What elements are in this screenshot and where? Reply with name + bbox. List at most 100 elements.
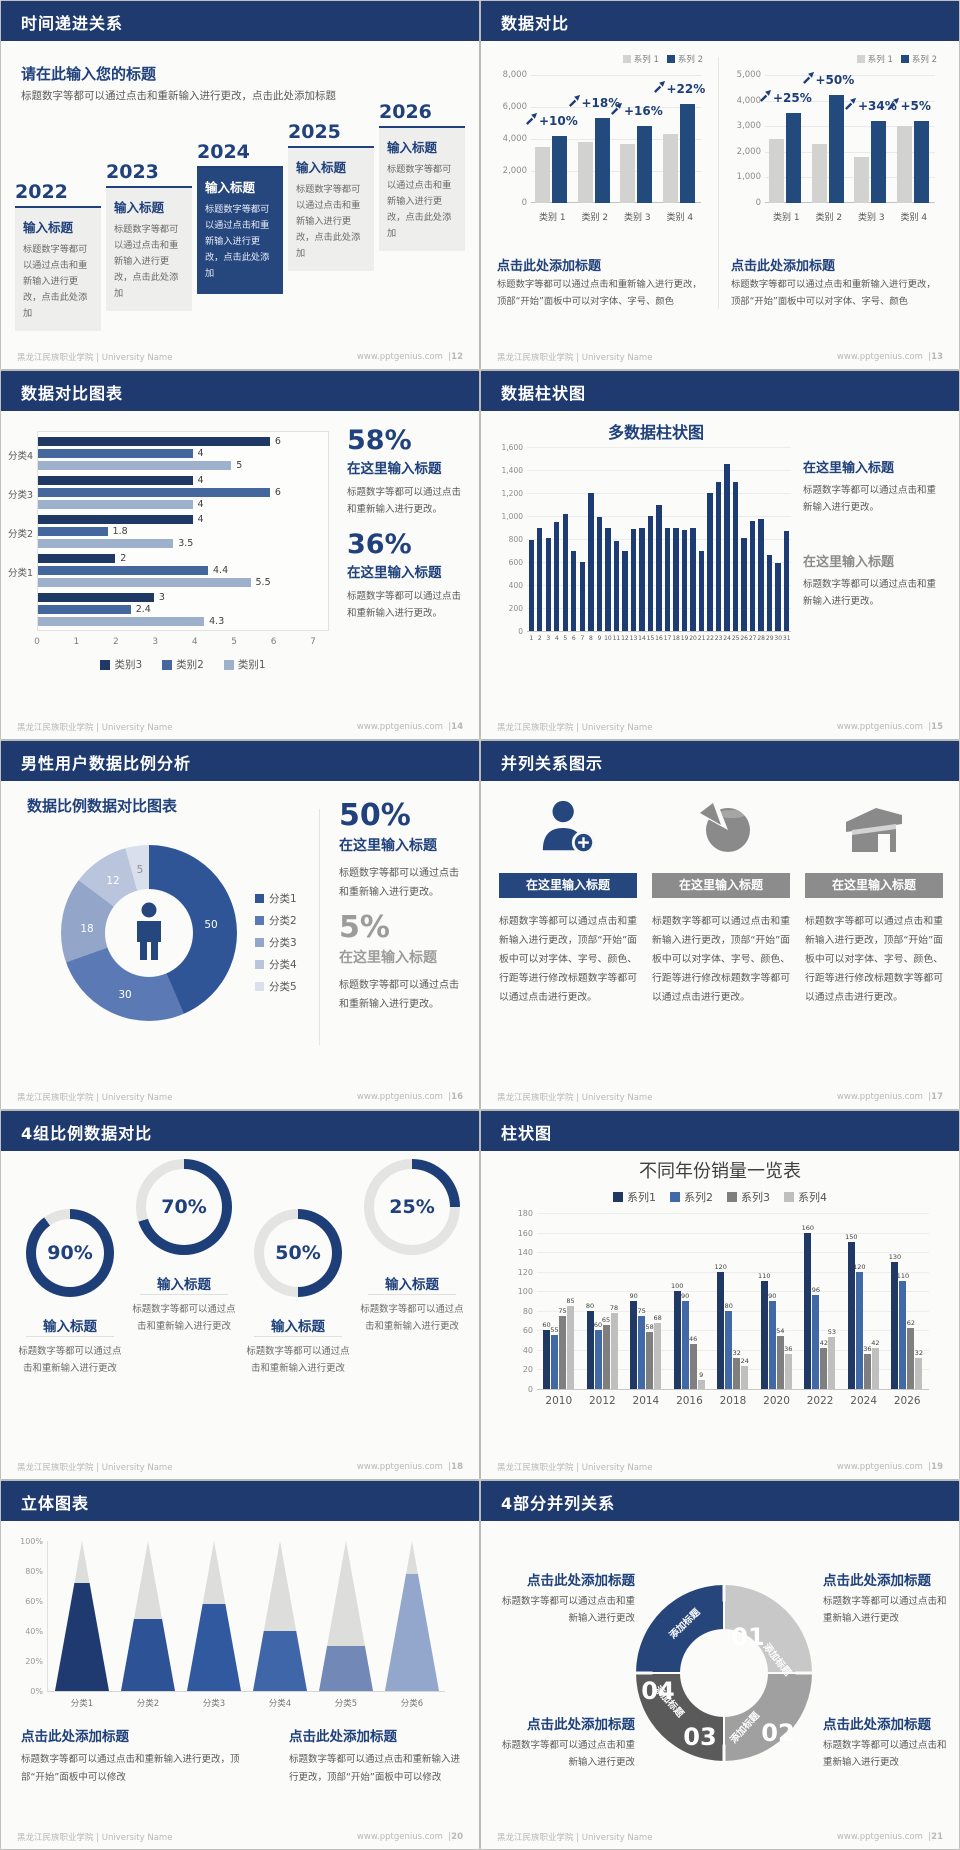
stat-percent: 36% [347,529,412,560]
bar [768,1301,776,1389]
pyramid-fill [385,1574,439,1691]
footer-school: 黑龙江民族职业学院 | University Name [17,1093,173,1103]
chart-caption-title: 点击此处添加标题 [497,259,602,274]
x-tick-label: 2 [537,635,542,642]
parallel-column: 在这里输入标题 标题数字等都可以通过点击和重新输入进行更改，顶部“开始”面板中可以… [499,781,637,1085]
bar [630,528,637,631]
slide-data-comparison[interactable]: 数据对比 系列 1 系列 2 +10% +18% +16% +22% 8,000 6,000 4… [481,1,959,369]
x-tick-label: 20 [689,635,697,642]
slide-grouped-bars[interactable]: 柱状图 不同年份销量一览表 系列1 系列2 系列3 系列4 60 55 75 85 80 60 65 7… [481,1111,959,1479]
chart-title: 不同年份销量一览表 [639,1161,801,1182]
y-tick-label: 6,000 [502,102,527,112]
value-label: 4 [197,514,204,525]
slide-title: 立体图表 [21,1494,90,1513]
x-tick-label: 类别 1 [772,213,800,223]
bar-plot: +25% +50% +34% +5% [760,72,935,203]
legend-swatch [900,55,909,63]
slide-timeline[interactable]: 时间递进关系 请在此输入您的标题 标题数字等都可以通过点击和重新输入进行更改，点击… [1,1,479,369]
arrow-up-icon [759,89,772,105]
value-label: 62 [906,1319,916,1328]
bar [732,481,739,631]
note-block: 点击此处添加标题 标题数字等都可以通过点击和重新输入进行更改 [495,1569,635,1627]
x-tick-label: 28 [757,635,765,642]
chart-legend: 类别3 类别2 类别1 [37,657,329,672]
slide-hbar-chart[interactable]: 数据对比图表 6 4 5 4 6 4 4 1.8 3.5 2 4.4 5.5 3 2.4 4.3 分类4 分类3… [1,371,479,739]
timeline-card-text: 标题数字等都可以通过点击和重新输入进行更改，点击此处添加 [23,244,88,320]
slice-value-label: 30 [118,989,132,1001]
slice-value-label: 12 [106,875,120,887]
bar [758,519,764,631]
footer-site: www.pptgenius.com |13 [837,352,943,362]
value-label: 54 [776,1327,785,1336]
slide-parallel-relations[interactable]: 并列关系图示 在这里输入标题 标题数字等都可以通过点击和重新输入进行更改，顶部“开… [481,741,959,1109]
bar-series2 [637,126,652,203]
segment-number: 04 [641,1677,675,1705]
footer-url: www.pptgenius.com [836,1092,923,1102]
slide-body: 请在此输入您的标题 标题数字等都可以通过点击和重新输入进行更改，点击此处添加标题 2… [1,41,479,345]
legend-label: 类别1 [237,659,266,671]
ring-divider [254,1336,342,1337]
footer-school: 黑龙江民族职业学院 | University Name [17,723,173,733]
arrow-up-icon [610,102,623,118]
slide-four-part-ring[interactable]: 4部分并列关系 01 添加标题 02 添加标题 03 添加标题 04 添加标题 点击此处添加标题… [481,1481,959,1849]
chart-caption-text: 标题数字等都可以通过点击和重新输入进行更改，顶部“开始”面板中可以对字体、字号、… [731,279,936,307]
bar [899,1281,907,1389]
note-title: 点击此处添加标题 [823,1573,931,1589]
y-tick-label: 4,000 [502,134,527,144]
slide-progress-rings[interactable]: 4组比例数据对比 90% 输入标题 标题数字等都可以通过点击和重新输入进行更改 70%… [1,1111,479,1479]
bar [543,1330,550,1389]
axis-line [765,202,935,203]
legend-swatch [784,1192,794,1202]
timeline-card-title: 输入标题 [23,220,74,235]
bar [647,516,654,631]
legend-label: 系列2 [684,1191,713,1204]
stat-block: 36% 在这里输入标题 标题数字等都可以通过点击和重新输入进行更改。 [347,531,469,622]
y-tick-label: 200 [508,604,523,613]
pct-label: +16% [624,104,663,119]
value-label: 4 [197,475,204,486]
bar [855,1271,863,1389]
legend-swatch [255,982,264,991]
x-tick-label: 分类6 [400,1699,424,1709]
bar [38,515,193,524]
slide-donut-analysis[interactable]: 男性用户数据比例分析 数据比例数据对比图表 50 30 18 12 5 分类1 分类2 分类3 分… [1,741,479,1109]
column-text: 标题数字等都可以通过点击和重新输入进行更改，顶部“开始”面板中可以对字体、字号、… [652,916,790,1004]
note-title: 在这里输入标题 [803,555,895,570]
x-tick-label: 2024 [850,1395,878,1407]
footer-url: www.pptgenius.com [356,1832,443,1842]
bar [673,527,679,631]
y-category-label: 分类4 [7,451,33,462]
note-title: 点击此处添加标题 [527,1717,635,1733]
value-label: 60 [542,1321,551,1330]
bar [38,605,131,614]
slide-column-chart[interactable]: 数据柱状图 多数据柱状图 1,600 1,400 1,200 1,000 800 600 40… [481,371,959,739]
slide-pyramid-chart[interactable]: 立体图表 100% 80% 60% 40% 20% 0% 分类1 分类2 分类3 分类4 分类5 分类… [1,1481,479,1849]
footer-page-number: 21 [931,1832,943,1842]
bar-series1 [811,144,827,203]
stat-text: 标题数字等都可以通过点击和重新输入进行更改。 [347,591,462,619]
x-tick-label: 0 [34,637,40,647]
legend-swatch [223,659,234,670]
pct-annotation: +22% [653,80,705,96]
bar [602,1325,610,1389]
y-category-label: 分类3 [7,490,33,501]
stat-title: 在这里输入标题 [347,461,442,477]
footer-site: www.pptgenius.com |21 [837,1832,943,1842]
footer-site: www.pptgenius.com |14 [357,722,463,732]
y-tick-label: 20% [25,1657,43,1666]
bar [613,541,620,631]
value-label: 4 [197,448,204,459]
legend-label: 分类3 [269,937,297,949]
footer-page-number: 14 [451,722,463,732]
bar [559,1315,566,1389]
gridline [537,1213,929,1214]
x-tick-label: 14 [638,635,646,642]
footer-site: www.pptgenius.com |16 [357,1092,463,1102]
slide-body: 多数据柱状图 1,600 1,400 1,200 1,000 800 600 400 200 0 1… [481,411,959,715]
slide-footer: 黑龙江民族职业学院 | University Name www.pptgeniu… [1,1085,479,1109]
bar [828,1337,836,1389]
gridline [537,1291,929,1293]
footer-page-number: 20 [451,1832,463,1842]
slide-header: 4部分并列关系 [481,1481,959,1521]
bar-series1 [854,156,869,203]
